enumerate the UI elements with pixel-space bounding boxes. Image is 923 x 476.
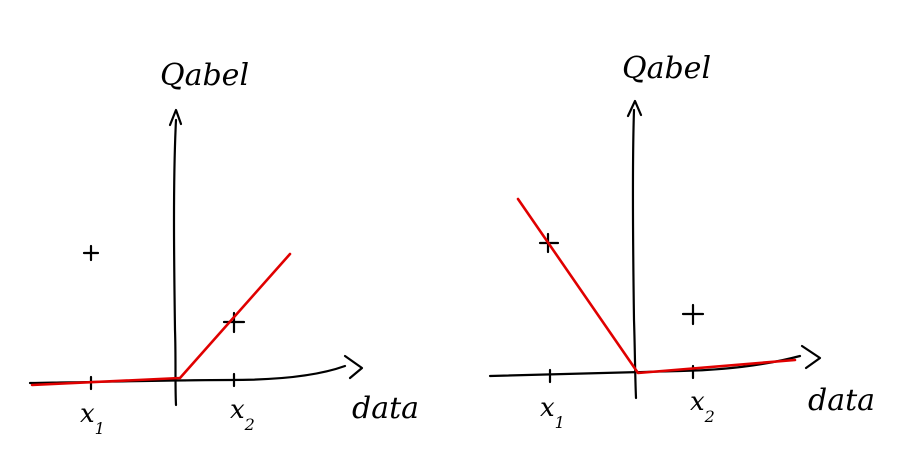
left-y-arrowhead [168, 108, 183, 127]
left-y-axis [172, 118, 178, 407]
left-fit-line [30, 252, 292, 387]
left-point-upper-left [82, 244, 100, 262]
right-fit-line [516, 197, 797, 375]
right-y-axis-label: Qabel [622, 51, 711, 86]
right-tick-label-x2: x2 [690, 387, 715, 426]
left-y-axis-label: Qabel [160, 58, 249, 93]
right-y-axis [631, 108, 638, 400]
left-panel: Qabel data x1 x2 [28, 58, 419, 438]
right-x-arrowhead [800, 344, 822, 370]
right-y-arrowhead [626, 99, 643, 118]
left-tick-label-x1: x1 [80, 399, 105, 438]
right-point-lower-right [681, 303, 705, 326]
right-x-axis-label: data [808, 383, 875, 418]
left-tick-label-x2: x2 [230, 395, 255, 434]
right-panel: Qabel data x1 x2 [488, 51, 875, 432]
left-x-arrowhead [343, 354, 364, 380]
right-tick-label-x1: x1 [540, 393, 565, 432]
left-x-axis-label: data [352, 391, 419, 426]
